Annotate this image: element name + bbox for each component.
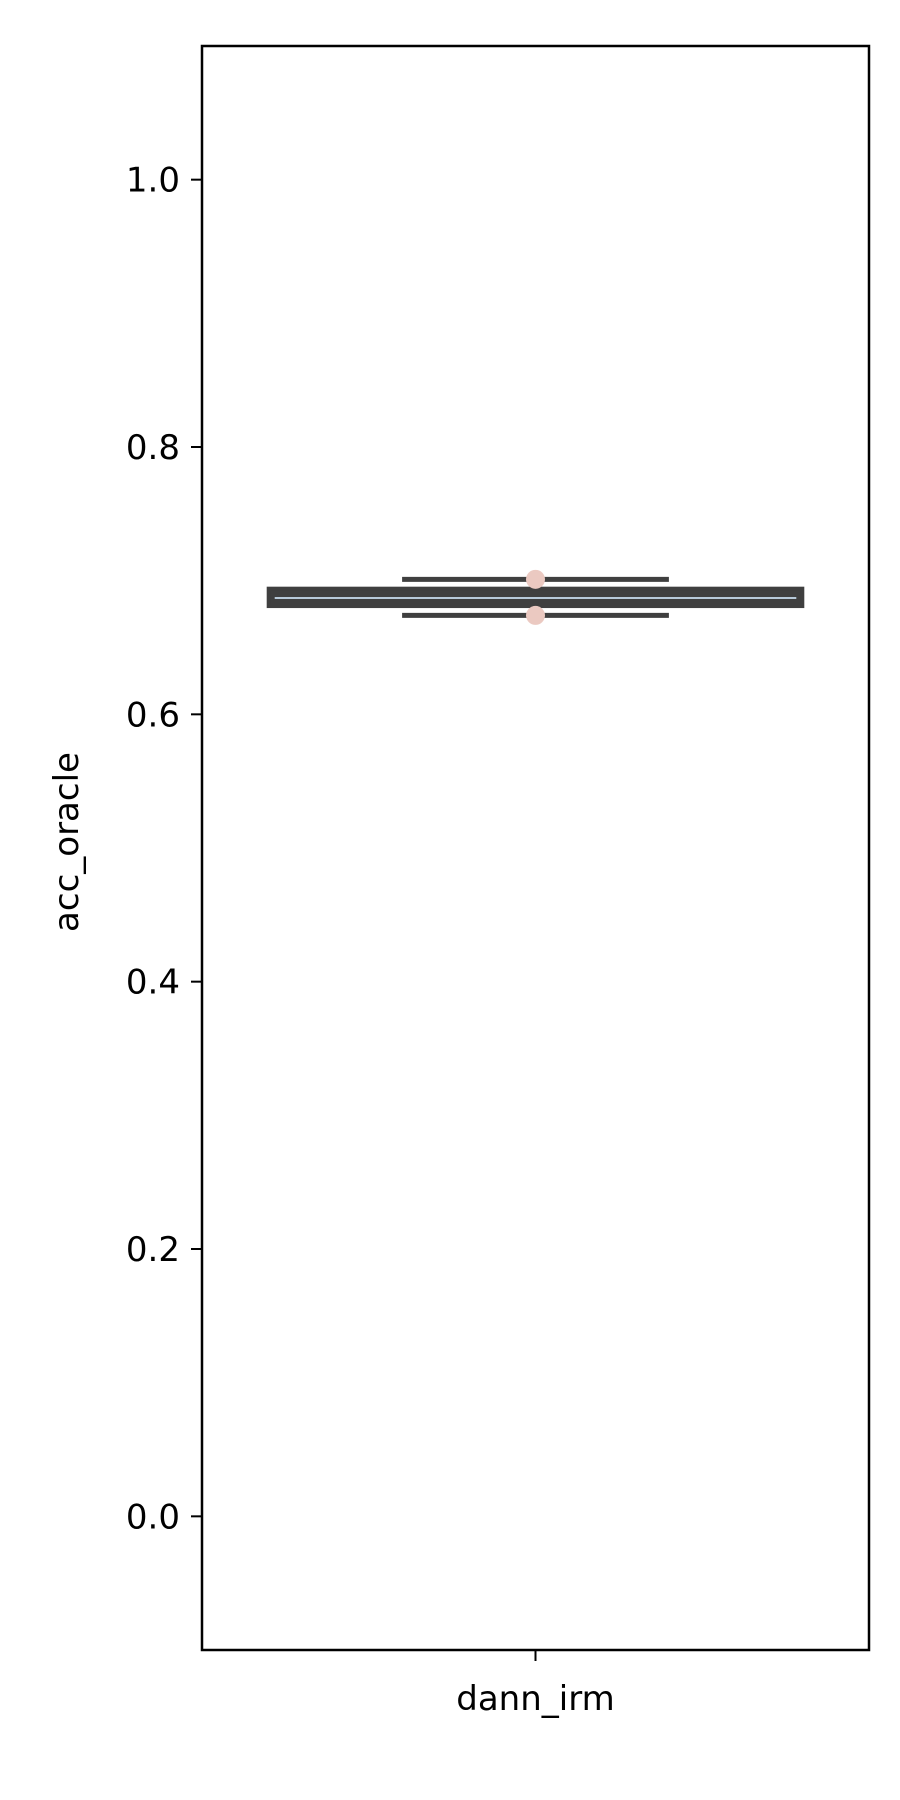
x-axis: dann_irm	[456, 1650, 615, 1719]
y-tick-label: 0.2	[126, 1230, 180, 1270]
y-tick-label: 0.0	[126, 1497, 180, 1537]
y-tick-label: 1.0	[126, 161, 180, 201]
box-series	[266, 569, 805, 625]
data-point	[526, 569, 545, 589]
y-tick-label: 0.4	[126, 963, 180, 1003]
y-axis: 0.0 0.2 0.4 0.6 0.8 1.0	[126, 161, 202, 1537]
y-tick-label: 0.6	[126, 695, 180, 735]
y-tick-label: 0.8	[126, 428, 180, 468]
y-axis-label: acc_oracle	[47, 752, 87, 932]
plot-border	[200, 44, 871, 1652]
plot-frame	[200, 44, 871, 1652]
data-point	[526, 605, 545, 625]
x-tick-label: dann_irm	[456, 1679, 614, 1719]
box-dann_irm	[266, 569, 805, 625]
